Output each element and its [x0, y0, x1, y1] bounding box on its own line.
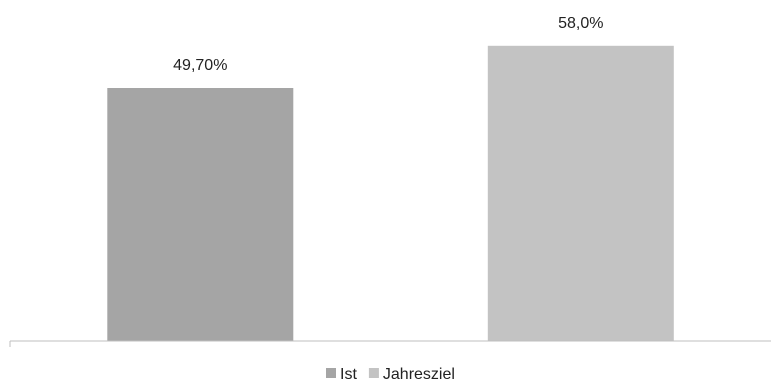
data-labels-group: 49,70% 58,0% [173, 15, 603, 74]
legend-swatch-ist [326, 368, 336, 378]
legend: Ist Jahresziel [326, 366, 455, 383]
data-label-jahresziel: 58,0% [558, 15, 603, 32]
legend-label-ist: Ist [340, 366, 357, 383]
legend-swatch-jahresziel [368, 368, 379, 378]
bar-ist [107, 88, 294, 341]
data-label-ist: 49,70% [173, 57, 227, 74]
bar-jahresziel [487, 45, 674, 342]
bars-group [107, 45, 674, 342]
legend-label-jahresziel: Jahresziel [383, 366, 455, 383]
